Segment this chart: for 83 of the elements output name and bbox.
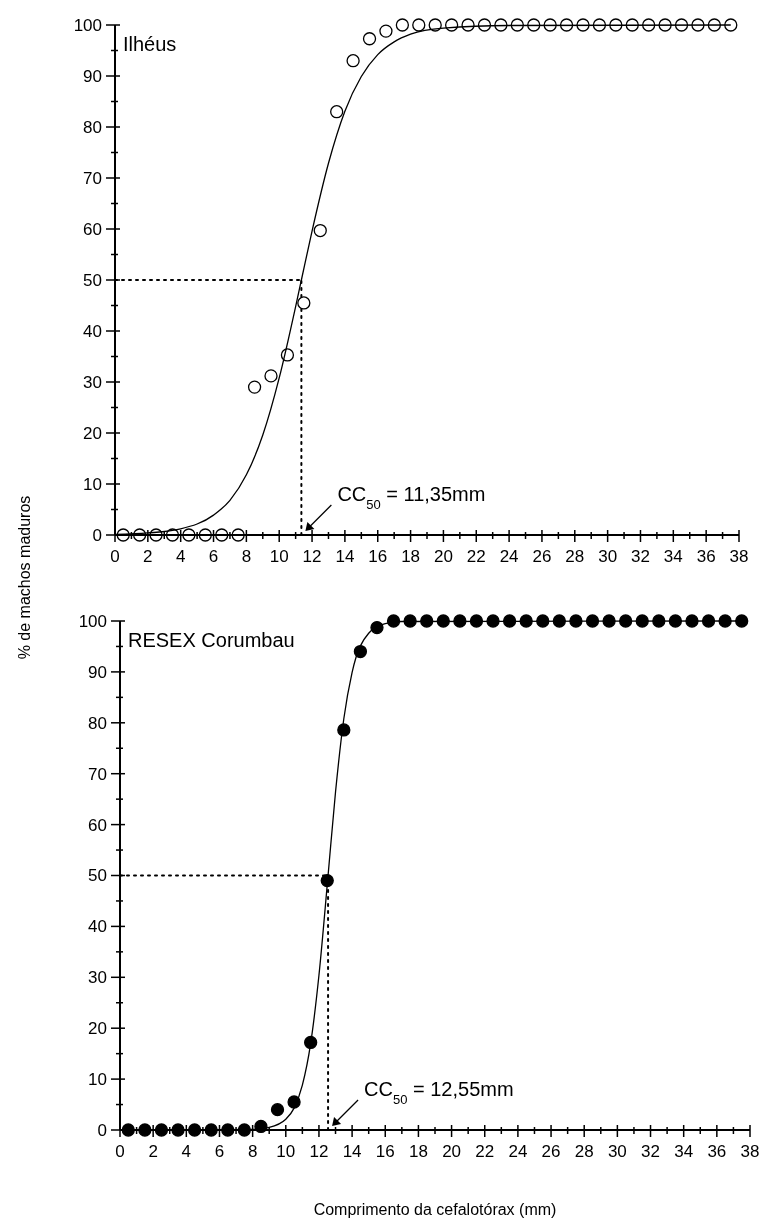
x-tick-label: 24 bbox=[499, 547, 519, 566]
x-tick-label: 2 bbox=[148, 1142, 158, 1161]
annotation: CC$_{50}$ = 12,55mm bbox=[364, 1078, 514, 1107]
y-tick-label: 100 bbox=[73, 15, 102, 35]
x-tick-label: 16 bbox=[375, 1142, 395, 1161]
point bbox=[247, 380, 262, 394]
y-tick-label: 80 bbox=[88, 713, 107, 733]
y-axis-title: % de machos maduros bbox=[16, 495, 33, 660]
x-tick-label: 8 bbox=[247, 1142, 258, 1161]
x-tick-label: 18 bbox=[401, 547, 421, 566]
x-axis-title: Comprimento da cefalotórax (mm) bbox=[313, 1201, 557, 1218]
x-tick-label: 12 bbox=[309, 1142, 329, 1161]
point bbox=[330, 105, 344, 119]
x-tick-label: 4 bbox=[181, 1142, 192, 1161]
y-tick-label: 70 bbox=[83, 168, 102, 188]
x-tick-label: 6 bbox=[214, 1142, 225, 1161]
x-tick-label: 28 bbox=[574, 1142, 594, 1161]
y-tick-label: 50 bbox=[88, 866, 107, 886]
x-tick-label: 30 bbox=[607, 1142, 627, 1161]
point bbox=[362, 32, 377, 46]
x-tick-label: 14 bbox=[342, 1142, 362, 1161]
x-tick-label: 32 bbox=[641, 1142, 660, 1161]
x-tick-label: 30 bbox=[598, 547, 618, 566]
x-tick-label: 8 bbox=[241, 547, 252, 566]
x-tick-label: 10 bbox=[276, 1142, 296, 1161]
y-tick-label: 80 bbox=[83, 117, 102, 137]
point bbox=[486, 614, 500, 628]
y-tick-label: 20 bbox=[83, 423, 102, 443]
point bbox=[313, 223, 327, 238]
x-tick-label: 22 bbox=[475, 1142, 495, 1161]
x-tick-label: 32 bbox=[631, 547, 650, 566]
point bbox=[519, 614, 533, 628]
y-tick-label: 40 bbox=[83, 321, 102, 341]
point bbox=[395, 18, 410, 32]
x-tick-label: 26 bbox=[541, 1142, 561, 1161]
x-tick-label: 34 bbox=[674, 1142, 694, 1161]
y-tick-label: 20 bbox=[88, 1019, 107, 1039]
x-tick-label: 24 bbox=[508, 1142, 528, 1161]
x-tick-label: 14 bbox=[335, 547, 355, 566]
x-tick-label: 12 bbox=[302, 547, 322, 566]
y-tick-label: 100 bbox=[78, 611, 107, 631]
point bbox=[297, 296, 311, 310]
x-tick-label: 22 bbox=[466, 547, 486, 566]
x-tick-label: 34 bbox=[663, 547, 683, 566]
x-tick-label: 36 bbox=[696, 547, 716, 566]
point bbox=[270, 1102, 285, 1117]
y-tick-label: 30 bbox=[88, 968, 107, 988]
x-tick-label: 6 bbox=[208, 547, 219, 566]
x-tick-label: 4 bbox=[175, 547, 186, 566]
x-tick-label: 18 bbox=[408, 1142, 428, 1161]
y-tick-label: 30 bbox=[83, 372, 102, 392]
y-tick-label: 50 bbox=[83, 270, 102, 290]
x-tick-label: 36 bbox=[707, 1142, 727, 1161]
y-tick-label: 0 bbox=[97, 1120, 107, 1140]
y-tick-label: 90 bbox=[83, 66, 102, 86]
y-tick-label: 60 bbox=[88, 815, 107, 835]
x-tick-label: 38 bbox=[729, 547, 749, 566]
point bbox=[412, 18, 426, 32]
y-tick-label: 90 bbox=[88, 662, 107, 682]
y-tick-label: 70 bbox=[88, 764, 107, 784]
y-tick-label: 0 bbox=[92, 525, 102, 545]
point bbox=[453, 614, 467, 628]
y-tick-label: 10 bbox=[88, 1070, 107, 1090]
x-tick-label: 16 bbox=[368, 547, 388, 566]
point bbox=[264, 369, 278, 383]
x-tick-label: 20 bbox=[442, 1142, 462, 1161]
x-tick-label: 20 bbox=[433, 547, 453, 566]
y-tick-label: 60 bbox=[83, 219, 102, 239]
x-tick-label: 28 bbox=[565, 547, 585, 566]
x-tick-label: 0 bbox=[110, 547, 120, 566]
x-tick-label: 2 bbox=[143, 547, 153, 566]
x-tick-label: 38 bbox=[740, 1142, 760, 1161]
x-tick-label: 10 bbox=[269, 547, 289, 566]
point bbox=[428, 18, 442, 32]
y-tick-label: 10 bbox=[83, 474, 102, 494]
point bbox=[346, 54, 360, 68]
y-tick-label: 40 bbox=[88, 917, 107, 937]
x-tick-label: 26 bbox=[532, 547, 552, 566]
chart-title: RESEX Corumbau bbox=[128, 629, 295, 651]
point bbox=[379, 24, 393, 38]
chart-title: Ilhéus bbox=[123, 33, 177, 55]
x-tick-label: 0 bbox=[115, 1142, 125, 1161]
annotation: CC$_{50}$ = 11,35mm bbox=[337, 483, 486, 512]
